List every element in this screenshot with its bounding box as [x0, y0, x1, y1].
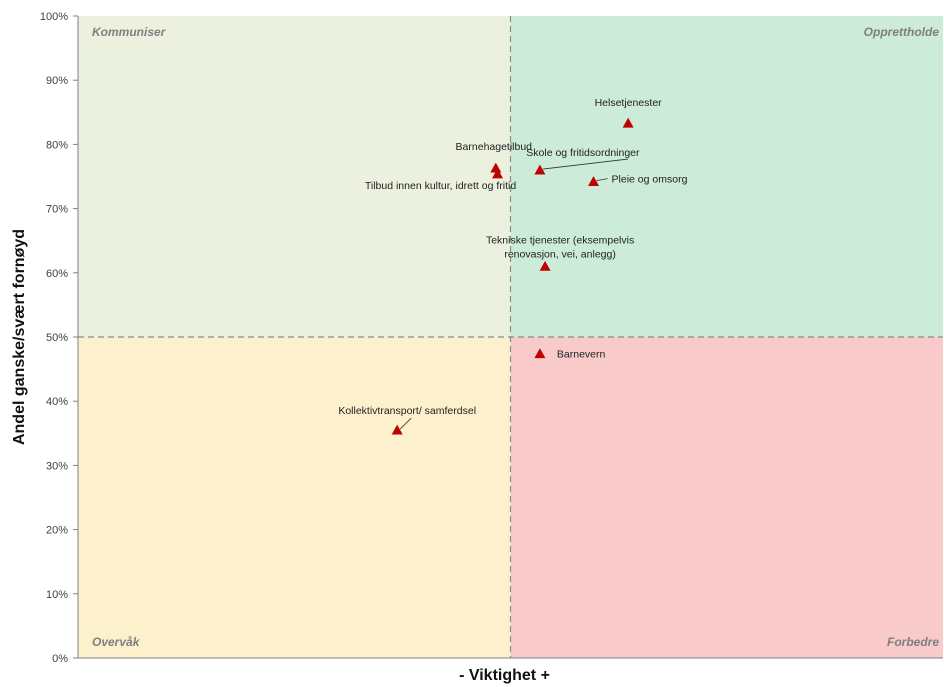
- data-point-marker: [588, 176, 600, 187]
- x-axis-title: - Viktighet +: [459, 667, 550, 684]
- leader-line: [399, 417, 412, 430]
- data-point-marker: [490, 162, 502, 173]
- y-tick-label: 0%: [52, 653, 68, 665]
- point-label: Skole og fritidsordninger: [526, 147, 640, 159]
- y-tick-label: 50%: [46, 332, 68, 344]
- y-tick-label: 90%: [46, 75, 68, 87]
- data-points: [391, 117, 634, 435]
- data-point-marker: [622, 117, 634, 128]
- y-tick-label: 20%: [46, 525, 68, 537]
- data-point-marker: [534, 348, 546, 359]
- quadrant-backgrounds: [78, 16, 943, 658]
- point-label: Tilbud innen kultur, idrett og fritid: [365, 180, 517, 192]
- quadrant-top-left: [78, 16, 511, 337]
- quadrant-label-bottom-left: Overvåk: [92, 635, 141, 649]
- point-label: Kollektivtransport/ samferdsel: [338, 405, 476, 417]
- y-axis-title: Andel ganske/svært fornøyd: [11, 229, 28, 445]
- y-tick-label: 60%: [46, 268, 68, 280]
- data-point-marker: [492, 168, 504, 179]
- y-tick-label: 70%: [46, 204, 68, 216]
- leader-line: [542, 158, 628, 170]
- data-point-marker: [539, 260, 551, 271]
- y-axis: 0% 10% 20% 30% 40% 50% 60% 70% 80% 90% 100%: [40, 11, 943, 665]
- point-label: Barnehagetilbud: [456, 141, 533, 153]
- y-tick-label: 30%: [46, 460, 68, 472]
- point-label: Helsetjenester: [595, 97, 663, 109]
- y-tick-label: 40%: [46, 396, 68, 408]
- quadrant-bottom-right: [510, 337, 943, 658]
- y-tick-label: 10%: [46, 589, 68, 601]
- quadrant-label-top-right: Opprettholde: [864, 25, 940, 39]
- y-tick-label: 80%: [46, 139, 68, 151]
- point-label: Barnevern: [557, 349, 606, 361]
- y-tick-label: 100%: [40, 11, 68, 23]
- leader-line: [596, 178, 608, 182]
- point-label: Tekniske tjenester (eksempelvis renovasjo…: [486, 234, 634, 260]
- leader-lines: [399, 158, 628, 430]
- quadrant-label-bottom-right: Forbedre: [887, 635, 939, 649]
- point-label: Pleie og omsorg: [612, 174, 688, 186]
- data-point-marker: [391, 424, 403, 435]
- quadrant-label-top-left: Kommuniser: [92, 25, 167, 39]
- quadrant-bottom-left: [78, 337, 511, 658]
- quadrant-labels: Kommuniser Opprettholde Overvåk Forbedre: [92, 25, 939, 649]
- data-point-marker: [534, 164, 546, 175]
- quadrant-top-right: [510, 16, 943, 337]
